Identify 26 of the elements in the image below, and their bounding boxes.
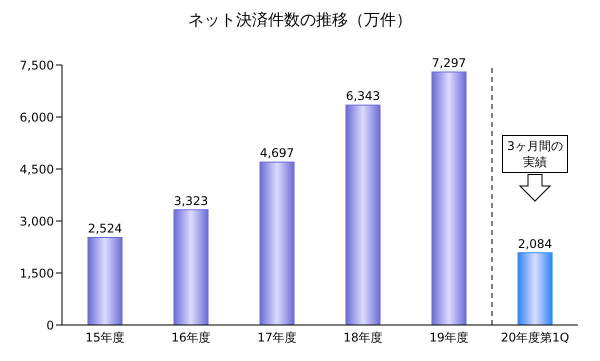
bar [346, 104, 380, 325]
data-label: 2,524 [88, 222, 122, 236]
chart-title: ネット決済件数の推移（万件） [187, 10, 413, 31]
data-label: 6,343 [346, 89, 380, 104]
bar [518, 252, 552, 325]
y-tick-label: 0 [46, 318, 54, 332]
x-tick-label: 19年度 [429, 330, 469, 345]
y-tick-label: 4,500 [20, 162, 54, 176]
y-tick-label: 7,500 [20, 58, 54, 72]
x-tick-label: 15年度 [85, 330, 125, 345]
y-tick-label: 6,000 [20, 110, 54, 124]
data-label: 3,323 [174, 194, 208, 208]
bar [88, 237, 122, 325]
x-tick-label: 20年度第1Q [500, 330, 570, 345]
data-label: 4,697 [260, 146, 294, 160]
bar [432, 72, 466, 325]
callout-box: 3ヶ月間の実績 [502, 134, 568, 173]
x-tick-label: 16年度 [171, 330, 211, 345]
y-tick-label: 3,000 [20, 214, 54, 228]
y-tick-label: 1,500 [20, 266, 54, 280]
bar [260, 162, 294, 325]
x-tick-label: 18年度 [343, 330, 383, 345]
data-label: 2,084 [518, 236, 552, 251]
bar [174, 209, 208, 325]
data-label: 7,297 [432, 56, 466, 70]
x-tick-label: 17年度 [257, 330, 297, 345]
